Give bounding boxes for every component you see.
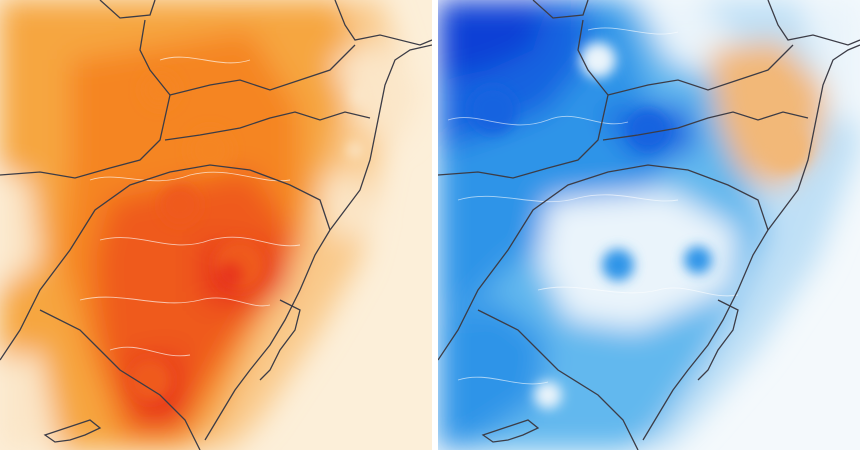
cold-anomaly-map	[438, 0, 860, 450]
warm-border-lines	[0, 0, 432, 450]
warm-anomaly-map	[0, 0, 432, 450]
cold-map-svg	[438, 0, 860, 450]
warm-detail-field	[128, 72, 372, 402]
cold-contour-lines	[447, 27, 739, 385]
cold-border-lines	[438, 0, 860, 450]
cold-anomaly-field	[438, 0, 860, 450]
warm-map-svg	[0, 0, 432, 450]
cold-detail-field	[469, 42, 810, 409]
warm-contour-lines	[79, 56, 301, 357]
panel-divider	[432, 0, 438, 450]
